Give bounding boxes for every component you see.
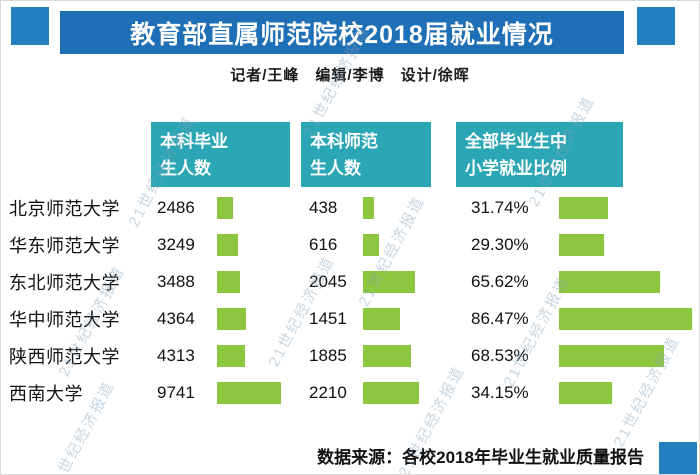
k12-percentage: 86.47%	[471, 309, 529, 328]
bar-cell	[559, 193, 699, 223]
undergrad-count: 2486	[157, 198, 195, 217]
undergrad-bar	[217, 197, 233, 219]
normal-count: 1885	[309, 346, 347, 365]
decor-square-top-left	[11, 7, 49, 45]
decor-square-bottom-right	[659, 442, 697, 474]
k12-bar	[559, 345, 664, 367]
bar-cell	[363, 378, 456, 408]
k12-percentage: 34.15%	[471, 383, 529, 402]
table-row: 东北师范大学 3488 2045 65.62%	[9, 267, 699, 297]
undergrad-count: 4313	[157, 346, 195, 365]
bar-cell	[363, 341, 456, 371]
undergrad-bar	[217, 345, 245, 367]
undergrad-bar	[217, 308, 246, 330]
bar-cell	[363, 304, 456, 334]
k12-percentage: 65.62%	[471, 272, 529, 291]
undergrad-count: 3249	[157, 235, 195, 254]
bar-cell	[559, 267, 699, 297]
undergrad-count: 4364	[157, 309, 195, 328]
k12-bar	[559, 234, 604, 256]
page-title: 教育部直属师范院校2018届就业情况	[130, 20, 554, 49]
normal-count: 2045	[309, 272, 347, 291]
k12-percentage: 31.74%	[471, 198, 529, 217]
k12-bar	[559, 271, 660, 293]
normal-count: 616	[309, 235, 338, 254]
bar-cell	[217, 193, 301, 223]
university-name: 陕西师范大学	[9, 347, 120, 367]
undergrad-bar	[217, 271, 240, 293]
table-row: 西南大学 9741 2210 34.15%	[9, 378, 699, 408]
bar-cell	[363, 267, 456, 297]
undergrad-bar	[217, 382, 281, 404]
normal-count: 2210	[309, 383, 347, 402]
bar-cell	[559, 341, 699, 371]
bar-cell	[217, 304, 301, 334]
bar-cell	[559, 378, 699, 408]
bar-cell	[363, 193, 456, 223]
university-name: 华东师范大学	[9, 236, 120, 256]
column-header-undergrad-total: 本科毕业 生人数	[151, 122, 290, 187]
bar-cell	[217, 230, 301, 260]
bar-cell	[363, 230, 456, 260]
bar-cell	[217, 378, 301, 408]
title-bar: 教育部直属师范院校2018届就业情况	[60, 11, 624, 54]
bar-cell	[217, 341, 301, 371]
column-header-k12-employment: 全部毕业生中 小学就业比例	[456, 122, 623, 187]
normal-bar	[363, 234, 379, 256]
university-name: 华中师范大学	[9, 310, 120, 330]
k12-bar	[559, 197, 608, 219]
column-header-normal-students: 本科师范 生人数	[301, 122, 431, 187]
normal-bar	[363, 382, 419, 404]
k12-bar	[559, 308, 692, 330]
k12-percentage: 68.53%	[471, 346, 529, 365]
table-row: 华中师范大学 4364 1451 86.47%	[9, 304, 699, 334]
bar-cell	[217, 267, 301, 297]
undergrad-bar	[217, 234, 238, 256]
k12-percentage: 29.30%	[471, 235, 529, 254]
normal-bar	[363, 308, 400, 330]
bar-cell	[559, 230, 699, 260]
table-row: 北京师范大学 2486 438 31.74%	[9, 193, 699, 223]
data-source: 数据来源：各校2018年毕业生就业质量报告	[317, 448, 644, 467]
credits-line: 记者/王峰 编辑/李博 设计/徐晖	[230, 67, 470, 84]
normal-bar	[363, 197, 374, 219]
undergrad-count: 9741	[157, 383, 195, 402]
university-name: 西南大学	[9, 384, 83, 404]
decor-square-top-right	[637, 7, 675, 45]
k12-bar	[559, 382, 612, 404]
table-row: 陕西师范大学 4313 1885 68.53%	[9, 341, 699, 371]
normal-count: 438	[309, 198, 338, 217]
university-name: 北京师范大学	[9, 199, 120, 219]
table-row: 华东师范大学 3249 616 29.30%	[9, 230, 699, 260]
data-table: 北京师范大学 2486 438 31.74% 华东师范大学 3249 616 2…	[9, 193, 699, 415]
university-name: 东北师范大学	[9, 273, 120, 293]
bar-cell	[559, 304, 699, 334]
normal-count: 1451	[309, 309, 347, 328]
normal-bar	[363, 345, 411, 367]
undergrad-count: 3488	[157, 272, 195, 291]
normal-bar	[363, 271, 415, 293]
